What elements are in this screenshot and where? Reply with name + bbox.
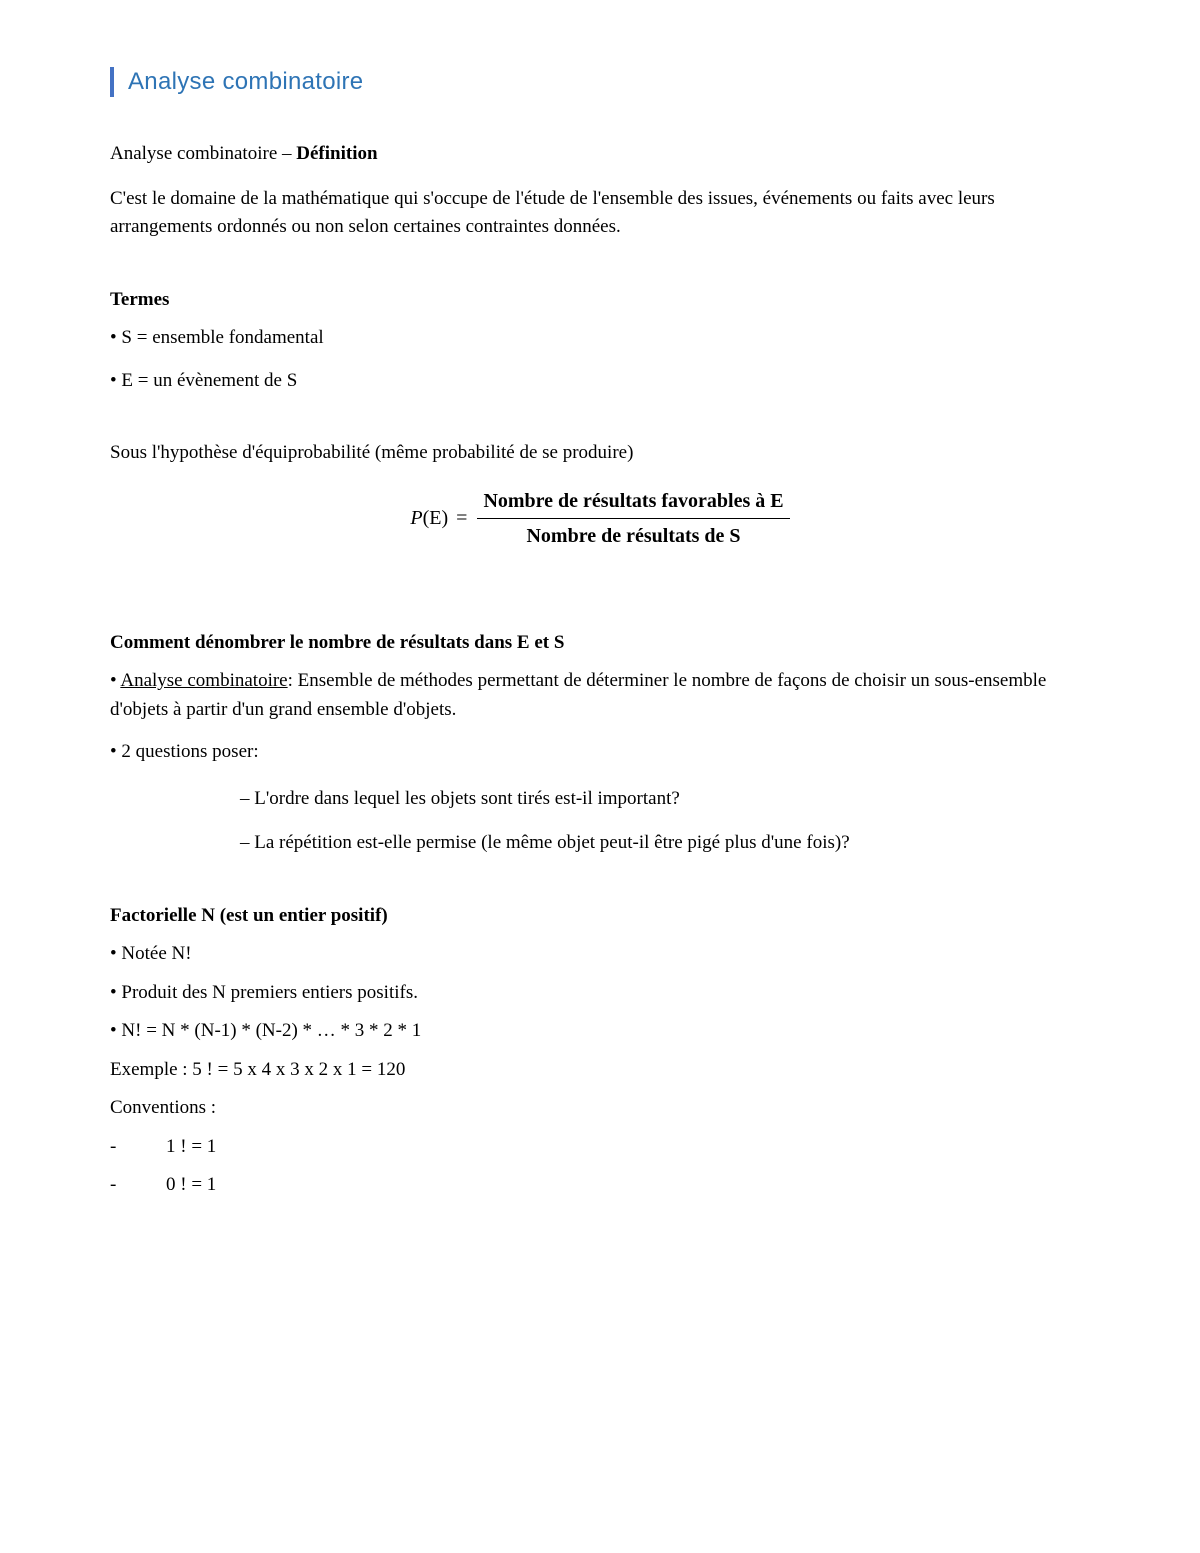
title-accent-bar xyxy=(110,67,114,97)
section1-paragraph: C'est le domaine de la mathématique qui … xyxy=(110,185,1090,242)
page-title-block: Analyse combinatoire xyxy=(110,64,1090,100)
section3-heading: Comment dénombrer le nombre de résultats… xyxy=(110,629,1090,658)
formula-equals: = xyxy=(456,503,467,533)
list-item: -1 ! = 1 xyxy=(110,1133,1090,1162)
list-item: S = ensemble fondamental xyxy=(110,324,1090,353)
list-item: -0 ! = 1 xyxy=(110,1171,1090,1200)
formula-P: P xyxy=(410,507,422,529)
hypothesis-block: Sous l'hypothèse d'équiprobabilité (même… xyxy=(110,439,1090,551)
section3-sublist: L'ordre dans lequel les objets sont tiré… xyxy=(240,785,1090,858)
section3-list: Analyse combinatoire: Ensemble de méthod… xyxy=(110,667,1090,767)
formula-E: (E) xyxy=(423,507,449,529)
list-item: E = un évènement de S xyxy=(110,367,1090,396)
list-item-text: 1 ! = 1 xyxy=(166,1136,216,1157)
list-item-text: Produit des N premiers entiers positifs. xyxy=(121,982,418,1003)
formula-fraction: Nombre de résultats favorables à E Nombr… xyxy=(477,486,789,551)
section4-conv-label: Conventions : xyxy=(110,1094,1090,1123)
list-item: Notée N! xyxy=(110,940,1090,969)
list-item: Produit des N premiers entiers positifs. xyxy=(110,979,1090,1008)
list-item-text: N! = N * (N-1) * (N-2) * … * 3 * 2 * 1 xyxy=(121,1020,421,1041)
list-item-text: S = ensemble fondamental xyxy=(121,327,323,348)
list-item: 2 questions poser: xyxy=(110,738,1090,767)
list-item: N! = N * (N-1) * (N-2) * … * 3 * 2 * 1 xyxy=(110,1017,1090,1046)
section4: Factorielle N (est un entier positif) No… xyxy=(110,902,1090,1200)
list-item-text: L'ordre dans lequel les objets sont tiré… xyxy=(254,788,680,809)
hypothesis-line: Sous l'hypothèse d'équiprobabilité (même… xyxy=(110,439,1090,468)
page-title: Analyse combinatoire xyxy=(128,64,363,100)
section3-item1-underlined: Analyse combinatoire xyxy=(120,670,287,691)
list-item-text: 0 ! = 1 xyxy=(166,1174,216,1195)
section2-list: S = ensemble fondamental E = un évènemen… xyxy=(110,324,1090,395)
list-item-text: 2 questions poser: xyxy=(121,741,258,762)
list-item: L'ordre dans lequel les objets sont tiré… xyxy=(240,785,1090,814)
list-item-text: Notée N! xyxy=(121,943,191,964)
section3: Comment dénombrer le nombre de résultats… xyxy=(110,629,1090,858)
section4-heading: Factorielle N (est un entier positif) xyxy=(110,902,1090,931)
formula-numerator: Nombre de résultats favorables à E xyxy=(477,486,789,519)
section2-heading: Termes xyxy=(110,286,1090,315)
dash-icon: - xyxy=(110,1171,166,1200)
list-item: La répétition est-elle permise (le même … xyxy=(240,829,1090,858)
list-item: Analyse combinatoire: Ensemble de méthod… xyxy=(110,667,1090,724)
list-item-text: E = un évènement de S xyxy=(121,370,297,391)
dash-icon: - xyxy=(110,1133,166,1162)
probability-formula: P(E) = Nombre de résultats favorables à … xyxy=(110,486,1090,551)
formula-lhs: P(E) xyxy=(410,503,448,533)
section4-example: Exemple : 5 ! = 5 x 4 x 3 x 2 x 1 = 120 xyxy=(110,1056,1090,1085)
section2: Termes S = ensemble fondamental E = un é… xyxy=(110,286,1090,396)
section1-heading: Analyse combinatoire – Définition xyxy=(110,140,1090,169)
section1-heading-bold: Définition xyxy=(296,143,377,164)
section1-heading-prefix: Analyse combinatoire – xyxy=(110,143,296,164)
formula-denominator: Nombre de résultats de S xyxy=(520,519,746,551)
section4-conventions: -1 ! = 1 -0 ! = 1 xyxy=(110,1133,1090,1200)
section4-list: Notée N! Produit des N premiers entiers … xyxy=(110,940,1090,1046)
list-item-text: La répétition est-elle permise (le même … xyxy=(254,832,849,853)
